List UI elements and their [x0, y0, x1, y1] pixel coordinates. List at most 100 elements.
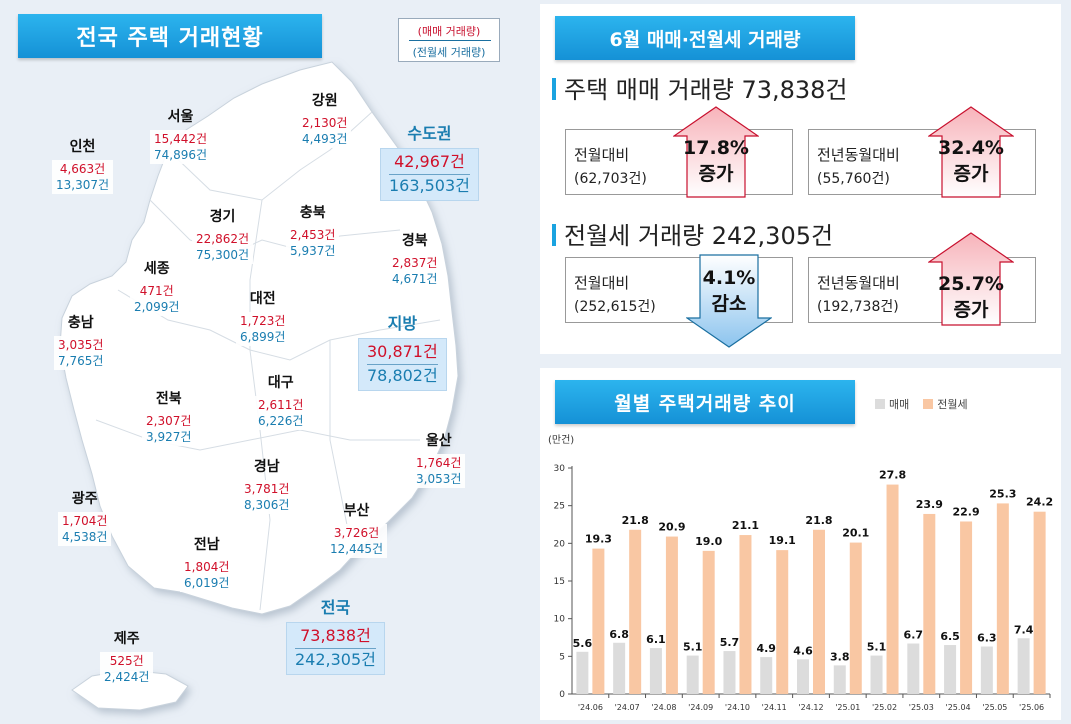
- data-label-rent: 27.8: [879, 469, 906, 482]
- data-label-sale: 4.9: [756, 642, 776, 655]
- legend-sale-label: (매매 거래량): [417, 25, 481, 38]
- x-tick-label: '24.11: [762, 703, 787, 712]
- data-label-sale: 5.6: [573, 637, 593, 650]
- data-label-sale: 6.7: [904, 629, 924, 642]
- x-tick-label: '24.08: [651, 703, 676, 712]
- bar-rent: [1033, 511, 1046, 694]
- monthly-trend-chart: (만건) 0 5 10 15 20 25 30 5.6 19.3 '24.06 6.8 21.8 '24.…: [548, 434, 1053, 712]
- region-rent: 74,896건: [154, 148, 208, 162]
- stat-pct: 4.1%: [702, 267, 756, 289]
- aggregate-rent: 242,305건: [295, 650, 376, 669]
- region-sale: 15,442건: [154, 132, 208, 146]
- stat-label: 전년동월대비: [817, 146, 900, 164]
- stat-pct: 25.7%: [938, 273, 1004, 295]
- stat-dir: 증가: [953, 163, 989, 185]
- region-name: 전북: [155, 391, 182, 407]
- bar-sale: [833, 665, 846, 694]
- region-sale: 2,307건: [146, 414, 192, 428]
- stat-dir: 감소: [711, 293, 747, 315]
- sale-headline-text: 주택 매매 거래량 73,838건: [564, 76, 848, 104]
- summary-title: 6월 매매·전월세 거래량: [555, 16, 855, 60]
- region-rent: 4,493건: [302, 132, 348, 146]
- x-tick-label: '24.09: [688, 703, 713, 712]
- data-label-sale: 5.1: [683, 641, 703, 654]
- chart-panel: (만건) 0 5 10 15 20 25 30 5.6 19.3 '24.06 6.8 21.8 '24.…: [540, 368, 1061, 720]
- aggregate-sale: 42,967건: [389, 152, 470, 175]
- data-label-rent: 20.1: [842, 527, 869, 540]
- rent-headline: 전월세 거래량 242,305건: [552, 216, 833, 251]
- region-sale: 2,611건: [258, 398, 304, 412]
- region-sale: 4,663건: [59, 162, 106, 176]
- region-jeju: 제주 525건 2,424건: [100, 628, 154, 686]
- x-tick-label: '24.06: [578, 703, 603, 712]
- bar-rent: [592, 548, 605, 694]
- region-chungnam: 충남 3,035건 7,765건: [54, 312, 108, 370]
- region-name: 전남: [193, 537, 220, 553]
- x-tick-label: '24.10: [725, 703, 750, 712]
- region-sale: 1,704건: [62, 514, 108, 528]
- aggregate-sale: 30,871건: [367, 342, 438, 365]
- arrow-up-icon: [673, 106, 759, 198]
- region-rent: 13,307건: [56, 178, 110, 192]
- data-label-rent: 24.2: [1026, 496, 1053, 509]
- sale-mom-increase-arrow: 17.8% 증가: [673, 106, 759, 198]
- data-label-sale: 5.7: [720, 636, 740, 649]
- data-label-rent: 21.1: [732, 519, 759, 532]
- region-rent: 3,053건: [416, 472, 462, 486]
- map-panel: 전국 주택 거래현황 (매매 거래량) (전월세 거래량) 인천 4,663건 1…: [0, 0, 532, 724]
- region-name: 제주: [113, 631, 140, 647]
- stat-dir: 증가: [953, 299, 989, 321]
- bar-sale: [723, 651, 736, 694]
- bar-sale: [613, 642, 626, 694]
- region-rent: 6,226건: [258, 414, 304, 428]
- chart-title: 월별 주택거래량 추이: [555, 380, 855, 424]
- region-rent: 2,424건: [104, 670, 150, 684]
- x-tick-label: '25.05: [982, 703, 1007, 712]
- aggregate-national: 전국 73,838건 242,305건: [286, 594, 385, 675]
- bar-rent: [665, 536, 678, 694]
- bar-sale: [576, 651, 589, 694]
- region-name: 서울: [167, 109, 194, 125]
- headline-accent-bar: [552, 78, 556, 100]
- aggregate-name: 전국: [320, 598, 351, 617]
- x-tick-label: '25.06: [1019, 703, 1044, 712]
- region-gangwon: 강원 2,130건 4,493건: [298, 90, 352, 148]
- stat-label: 전월대비: [574, 274, 630, 292]
- region-busan: 부산 3,726건 12,445건: [326, 500, 388, 558]
- data-label-rent: 19.3: [585, 533, 612, 546]
- data-label-sale: 7.4: [1014, 623, 1034, 636]
- region-rent: 6,019건: [184, 576, 230, 590]
- region-name: 강원: [311, 93, 338, 109]
- region-sejong: 세종 471건 2,099건: [130, 258, 184, 316]
- bar-sale: [944, 645, 957, 694]
- sale-yoy-increase-arrow: 32.4% 증가: [928, 106, 1014, 198]
- region-jeonbuk: 전북 2,307건 3,927건: [142, 388, 196, 446]
- region-name: 광주: [71, 491, 98, 507]
- y-tick-label: 25: [554, 502, 565, 512]
- x-tick-label: '24.07: [615, 703, 640, 712]
- stat-pct: 17.8%: [683, 137, 749, 159]
- legend-rent-label: (전월세 거래량): [412, 46, 486, 59]
- bar-sale: [907, 643, 920, 694]
- data-label-rent: 19.1: [769, 534, 796, 547]
- data-label-sale: 5.1: [867, 641, 887, 654]
- bar-rent: [960, 521, 973, 694]
- stat-label: 전월대비: [574, 146, 630, 164]
- region-daegu: 대구 2,611건 6,226건: [254, 372, 308, 430]
- data-label-sale: 4.6: [793, 644, 813, 657]
- aggregate-capital-area: 수도권 42,967건 163,503건: [380, 120, 479, 201]
- region-name: 대전: [249, 291, 276, 307]
- stat-base: (252,615건): [574, 299, 656, 315]
- bar-rent: [776, 550, 789, 694]
- stat-base: (192,738건): [817, 299, 899, 315]
- data-label-rent: 23.9: [916, 498, 943, 511]
- aggregate-local-area: 지방 30,871건 78,802건: [358, 310, 447, 391]
- bar-rent: [813, 529, 825, 694]
- bar-sale: [686, 655, 699, 694]
- data-label-rent: 21.8: [805, 514, 832, 527]
- region-rent: 4,671건: [392, 272, 438, 286]
- legend-label-rent: 전월세: [937, 398, 968, 411]
- stat-dir: 증가: [698, 163, 734, 185]
- region-jeonnam: 전남 1,804건 6,019건: [180, 534, 234, 592]
- bar-sale: [760, 657, 773, 694]
